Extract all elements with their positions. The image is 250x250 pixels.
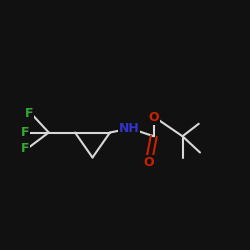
Text: O: O: [144, 156, 154, 169]
Text: F: F: [21, 142, 29, 155]
Text: F: F: [21, 126, 29, 139]
Text: NH: NH: [118, 122, 139, 135]
Text: O: O: [148, 111, 159, 124]
Text: F: F: [24, 107, 33, 120]
